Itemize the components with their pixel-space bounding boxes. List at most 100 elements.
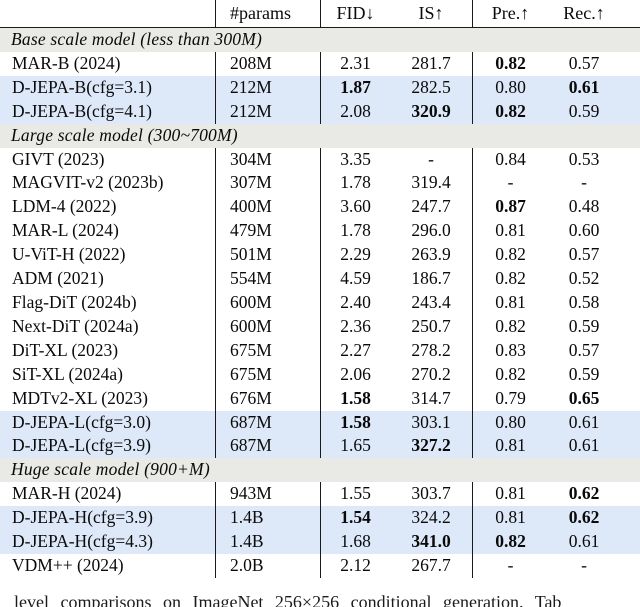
table-row: GIVT (2023) 304M 3.35 - 0.84 0.53: [0, 147, 640, 172]
rec-cell: 0.59: [568, 363, 600, 384]
rec-cell: 0.59: [568, 315, 600, 336]
pre-cell: 0.87: [472, 195, 548, 220]
rec-cell: 0.65: [568, 387, 600, 408]
filler-cell: [620, 76, 640, 100]
table-row: MAR-H (2024) 943M 1.55 303.7 0.81 0.62: [0, 482, 640, 507]
rec-cell: -: [581, 172, 587, 193]
model-name-cell: D-JEPA-B(cfg=3.1): [12, 76, 152, 97]
filler-cell: [620, 100, 640, 124]
table-row-highlighted: D-JEPA-B(cfg=4.1) 212M 2.08 320.9 0.82 0.59: [0, 99, 640, 124]
filler-cell: [620, 267, 640, 291]
is-cell: 247.7: [411, 196, 451, 217]
results-table: #params FID↓ IS↑ Pre.↑ Rec.↑ Base scale …: [0, 0, 640, 578]
pre-cell: 0.82: [472, 267, 548, 291]
model-name-cell: D-JEPA-L(cfg=3.0): [12, 411, 151, 432]
pre-cell: 0.82: [472, 51, 548, 76]
is-cell: 243.4: [411, 291, 451, 312]
model-name-cell: D-JEPA-H(cfg=4.3): [12, 531, 153, 552]
params-cell: 212M: [215, 99, 320, 124]
fid-cell: 1.65: [320, 434, 390, 459]
params-cell: 1.4B: [215, 530, 320, 554]
fid-cell: 1.58: [320, 386, 390, 411]
table-row: Next-DiT (2024a) 600M 2.36 250.7 0.82 0.59: [0, 314, 640, 339]
table-row-highlighted: D-JEPA-B(cfg=3.1) 212M 1.87 282.5 0.80 0.61: [0, 75, 640, 100]
filler-cell: [620, 148, 640, 172]
rec-cell: 0.52: [568, 268, 600, 289]
pre-cell: 0.81: [472, 482, 548, 507]
filler-cell: [620, 554, 640, 578]
params-cell: 307M: [215, 171, 320, 196]
table-header-row: #params FID↓ IS↑ Pre.↑ Rec.↑: [0, 0, 640, 28]
fid-cell: 2.27: [320, 338, 390, 363]
rec-cell: 0.60: [568, 220, 600, 241]
header-fid-cell: FID↓: [320, 0, 390, 27]
params-cell: 208M: [215, 51, 320, 76]
is-cell: 303.7: [411, 483, 451, 504]
fid-cell: 3.60: [320, 195, 390, 220]
filler-cell: [620, 411, 640, 435]
section-label: Large scale model (300~700M): [11, 124, 238, 145]
caption-text: level comparisons on ImageNet 256×256 co…: [14, 592, 562, 607]
model-name-cell: MAR-L (2024): [12, 220, 119, 241]
fid-cell: 1.87: [320, 75, 390, 100]
filler-cell: [620, 339, 640, 363]
fid-cell: 2.36: [320, 314, 390, 339]
fid-cell: 1.55: [320, 482, 390, 507]
model-name-cell: SiT-XL (2024a): [12, 363, 123, 384]
model-name-cell: U-ViT-H (2022): [12, 244, 126, 265]
table-row: ADM (2021) 554M 4.59 186.7 0.82 0.52: [0, 267, 640, 291]
model-name-cell: ADM (2021): [12, 268, 104, 289]
filler-cell: [620, 530, 640, 554]
filler-cell: [620, 195, 640, 219]
is-cell: 320.9: [411, 100, 451, 121]
is-cell: 327.2: [411, 435, 451, 456]
fid-cell: 4.59: [320, 267, 390, 291]
params-cell: 675M: [215, 338, 320, 363]
fid-cell: 1.54: [320, 506, 390, 531]
header-params-cell: #params: [215, 0, 320, 27]
section-header-row: Base scale model (less than 300M): [0, 28, 640, 52]
fid-cell: 2.08: [320, 99, 390, 124]
params-cell: 687M: [215, 410, 320, 435]
rec-cell: 0.57: [568, 244, 600, 265]
rec-cell: 0.53: [568, 148, 600, 169]
is-cell: 296.0: [411, 220, 451, 241]
rec-cell: 0.58: [568, 291, 600, 312]
header-rec-cell: Rec.↑: [563, 3, 605, 23]
table-row-highlighted: D-JEPA-L(cfg=3.0) 687M 1.58 303.1 0.80 0.61: [0, 410, 640, 435]
filler-cell: [620, 434, 640, 458]
params-cell: 1.4B: [215, 506, 320, 531]
rec-cell: 0.61: [568, 531, 600, 552]
rec-cell: -: [581, 554, 587, 575]
filler-cell: [620, 363, 640, 387]
header-is-cell: IS↑: [418, 3, 444, 23]
filler-cell: [620, 506, 640, 530]
is-cell: 278.2: [411, 339, 451, 360]
filler-cell: [620, 52, 640, 76]
filler-cell: [620, 315, 640, 339]
fid-cell: 2.06: [320, 362, 390, 387]
pre-cell: 0.80: [472, 410, 548, 435]
is-cell: 281.7: [411, 52, 451, 73]
params-cell: 687M: [215, 434, 320, 459]
params-cell: 600M: [215, 290, 320, 315]
section-header-row: Large scale model (300~700M): [0, 123, 640, 148]
model-name-cell: MAR-B (2024): [12, 52, 121, 73]
pre-cell: 0.82: [472, 530, 548, 554]
is-cell: 314.7: [411, 387, 451, 408]
pre-cell: 0.81: [472, 434, 548, 459]
params-cell: 675M: [215, 362, 320, 387]
table-row-highlighted: D-JEPA-H(cfg=3.9) 1.4B 1.54 324.2 0.81 0.62: [0, 506, 640, 531]
is-cell: 270.2: [411, 363, 451, 384]
pre-cell: 0.82: [472, 362, 548, 387]
rec-cell: 0.61: [568, 411, 600, 432]
model-name-cell: MDTv2-XL (2023): [12, 387, 148, 408]
is-cell: 186.7: [411, 268, 451, 289]
pre-cell: 0.81: [472, 290, 548, 315]
pre-cell: 0.84: [472, 147, 548, 172]
table-row: MDTv2-XL (2023) 676M 1.58 314.7 0.79 0.65: [0, 386, 640, 411]
table-row: MAR-B (2024) 208M 2.31 281.7 0.82 0.57: [0, 51, 640, 76]
is-cell: 282.5: [411, 76, 451, 97]
rec-cell: 0.59: [568, 100, 600, 121]
pre-cell: 0.83: [472, 338, 548, 363]
